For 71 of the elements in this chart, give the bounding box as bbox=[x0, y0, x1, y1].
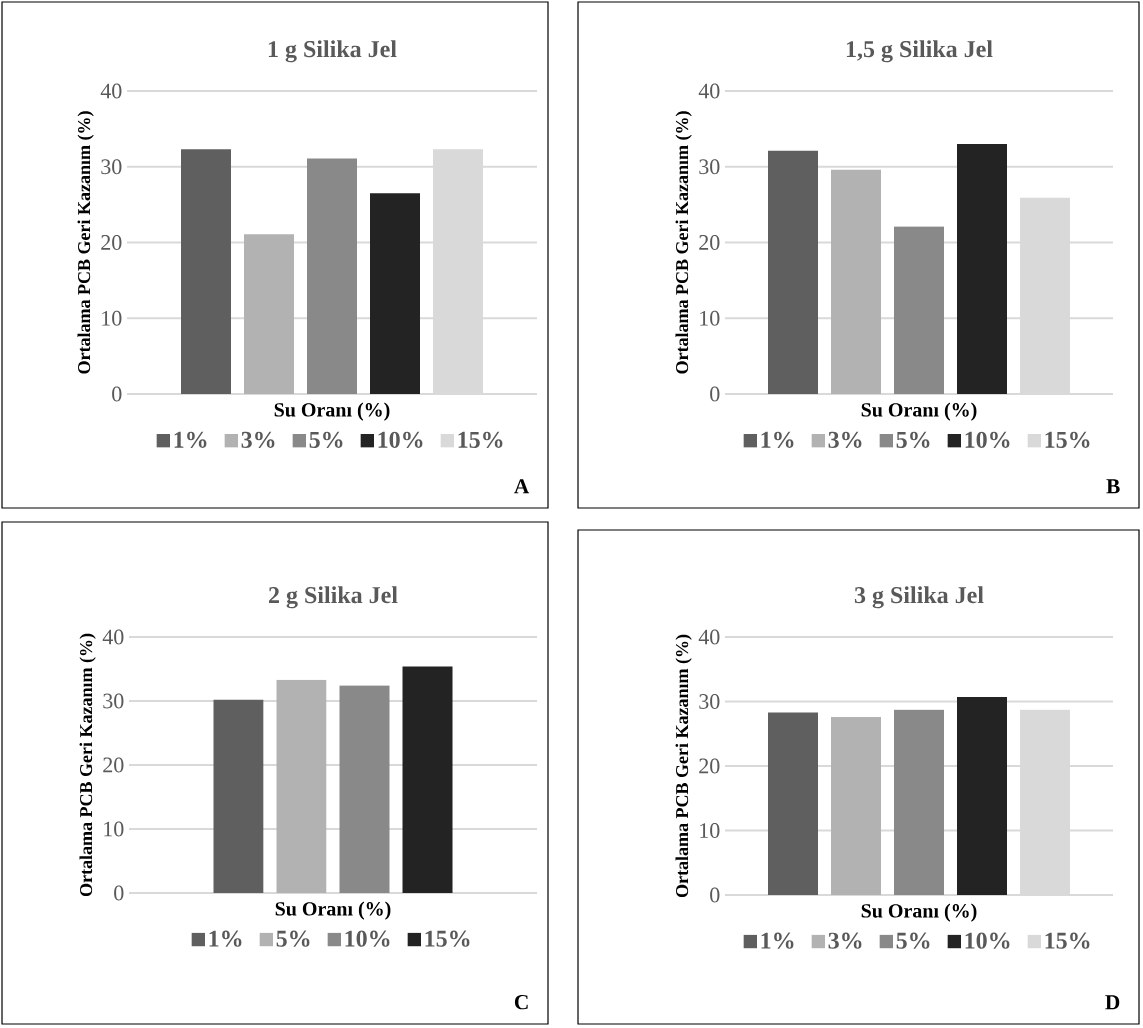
bar bbox=[181, 149, 231, 394]
y-axis-title: Ortalama PCB Geri Kazanım (%) bbox=[675, 111, 692, 374]
bar bbox=[894, 709, 944, 895]
bar bbox=[768, 712, 818, 895]
legend-label: 15% bbox=[1045, 932, 1090, 949]
text: C bbox=[514, 994, 528, 1010]
y-tick-label: 30 bbox=[699, 694, 720, 709]
chart-title: 3 g Silika Jel bbox=[854, 586, 984, 609]
y-tick-label: 40 bbox=[100, 83, 122, 99]
y-tick-label: 0 bbox=[114, 885, 124, 901]
bar bbox=[213, 699, 264, 893]
y-tick-label: 20 bbox=[699, 235, 720, 250]
legend-label: 5% bbox=[896, 431, 930, 448]
x-axis-title: Su Oranı (%) bbox=[861, 903, 977, 922]
bar bbox=[370, 193, 420, 394]
legend-label: 15% bbox=[425, 930, 470, 947]
y-tick-label: 10 bbox=[700, 823, 720, 838]
x-axis-title: Su Oranı (%) bbox=[275, 901, 391, 920]
bar bbox=[307, 158, 357, 394]
bar bbox=[768, 150, 818, 394]
legend-label: 1% bbox=[209, 930, 242, 947]
legend-label: 15% bbox=[458, 431, 503, 448]
y-tick-label: 40 bbox=[102, 629, 124, 645]
bar bbox=[402, 666, 453, 893]
legend-label: 3% bbox=[828, 932, 862, 949]
y-tick-label: 30 bbox=[103, 693, 124, 709]
text: D bbox=[1105, 995, 1120, 1010]
text: B bbox=[1106, 479, 1120, 494]
y-axis-title: Ortalama PCB Geri Kazanım (%) bbox=[675, 634, 692, 898]
legend-label: 5% bbox=[309, 431, 343, 448]
y-axis-title: Ortalama PCB Geri Kazanım (%) bbox=[79, 633, 96, 897]
y-tick-label: 0 bbox=[710, 887, 720, 903]
legend-label: 10% bbox=[345, 930, 390, 947]
legend-label: 1% bbox=[761, 932, 794, 949]
y-axis-title: Ortalama PCB Geri Kazanım (%) bbox=[77, 111, 94, 374]
legend-label: 10% bbox=[965, 431, 1010, 448]
y-tick-label: 40 bbox=[698, 83, 720, 99]
legend-label: 1% bbox=[761, 431, 794, 448]
legend-label: 5% bbox=[276, 930, 310, 947]
y-tick-label: 20 bbox=[101, 235, 122, 250]
legend-label: 1% bbox=[174, 431, 207, 448]
bar bbox=[339, 685, 390, 893]
bar bbox=[831, 169, 881, 394]
y-tick-label: 30 bbox=[699, 159, 720, 175]
bar bbox=[831, 716, 881, 895]
y-tick-label: 30 bbox=[101, 159, 122, 175]
text: A bbox=[514, 479, 530, 494]
legend-label: 15% bbox=[1045, 431, 1090, 448]
bar bbox=[244, 234, 294, 394]
y-tick-label: 10 bbox=[700, 310, 720, 326]
chart-title: 1 g Silika Jel bbox=[268, 40, 397, 63]
y-tick-label: 0 bbox=[710, 386, 720, 402]
bar bbox=[957, 144, 1007, 394]
y-tick-label: 10 bbox=[102, 310, 122, 326]
y-tick-label: 20 bbox=[699, 758, 720, 774]
y-tick-label: 10 bbox=[104, 821, 124, 837]
bar bbox=[894, 226, 944, 394]
bar bbox=[957, 696, 1007, 895]
bar bbox=[276, 679, 327, 893]
legend-label: 5% bbox=[896, 932, 930, 949]
y-tick-label: 40 bbox=[698, 629, 720, 645]
legend-label: 10% bbox=[965, 932, 1010, 949]
x-axis-title: Su Oranı (%) bbox=[274, 402, 390, 421]
legend-label: 3% bbox=[828, 431, 862, 448]
legend-label: 3% bbox=[241, 431, 275, 448]
x-axis-title: Su Oranı (%) bbox=[861, 402, 977, 421]
legend-label: 10% bbox=[378, 431, 423, 448]
chart-title: 1,5 g Silika Jel bbox=[846, 40, 993, 63]
chart-title: 2 g Silika Jel bbox=[269, 586, 398, 609]
y-tick-label: 0 bbox=[112, 386, 122, 402]
y-tick-label: 20 bbox=[103, 757, 124, 773]
